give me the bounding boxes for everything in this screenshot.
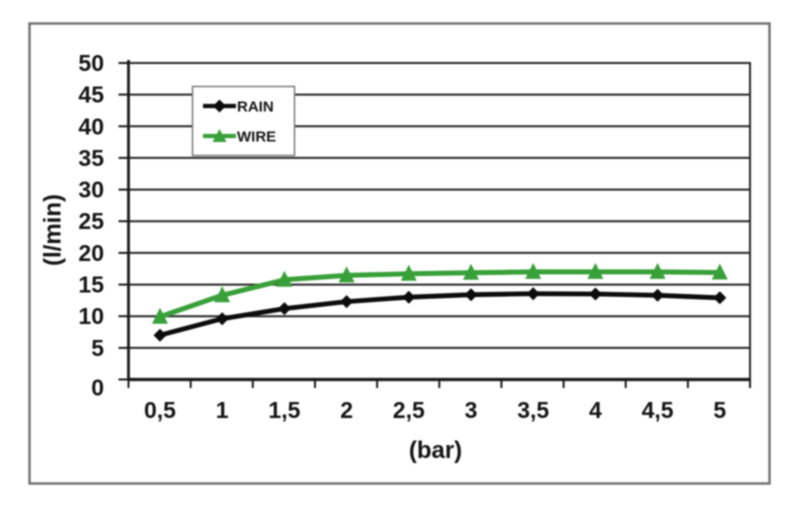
svg-text:(bar): (bar) — [409, 437, 462, 464]
svg-text:2: 2 — [340, 397, 353, 423]
svg-text:0: 0 — [91, 375, 104, 401]
svg-text:5: 5 — [713, 397, 726, 423]
svg-text:3,5: 3,5 — [517, 397, 549, 423]
svg-text:4,5: 4,5 — [642, 397, 674, 423]
svg-text:45: 45 — [78, 82, 104, 108]
svg-text:0,5: 0,5 — [144, 397, 176, 423]
svg-text:25: 25 — [78, 208, 104, 234]
svg-text:WIRE: WIRE — [237, 129, 276, 146]
svg-text:5: 5 — [91, 335, 104, 361]
svg-text:20: 20 — [78, 240, 104, 266]
svg-text:(l/min): (l/min) — [40, 194, 67, 266]
svg-text:2,5: 2,5 — [393, 397, 425, 423]
svg-text:10: 10 — [78, 303, 104, 329]
svg-text:4: 4 — [589, 397, 602, 423]
svg-text:1: 1 — [216, 397, 229, 423]
svg-text:1,5: 1,5 — [268, 397, 300, 423]
svg-text:3: 3 — [465, 397, 478, 423]
svg-text:15: 15 — [78, 272, 104, 298]
svg-text:50: 50 — [78, 50, 104, 76]
svg-text:35: 35 — [78, 145, 104, 171]
svg-text:30: 30 — [78, 177, 104, 203]
svg-text:40: 40 — [78, 113, 104, 139]
svg-text:RAIN: RAIN — [237, 99, 274, 116]
